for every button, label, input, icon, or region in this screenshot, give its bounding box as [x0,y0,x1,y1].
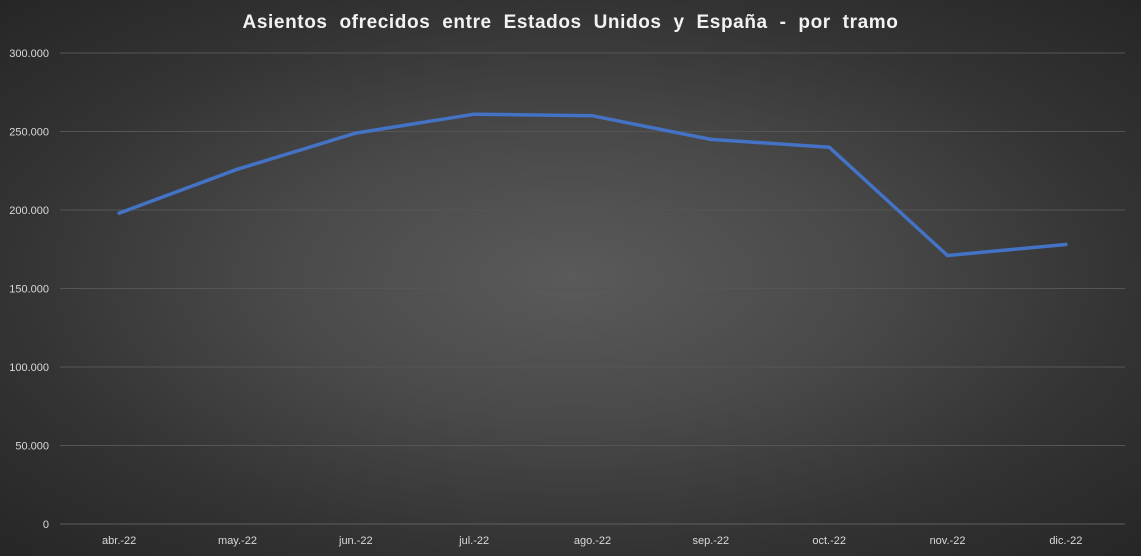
data-point [117,211,121,215]
x-tick-label: may.-22 [218,535,257,547]
x-tick-label: abr.-22 [102,535,136,547]
x-tick-label: ago.-22 [574,535,611,547]
y-tick-label: 150.000 [9,284,49,296]
data-point [1064,242,1068,247]
x-tick-label: dic.-22 [1049,535,1082,547]
x-tick-label: nov.-22 [930,535,966,547]
y-tick-label: 300.000 [9,48,49,60]
y-tick-label: 50.000 [15,441,49,453]
y-tick-label: 250.000 [9,127,49,139]
data-point [235,167,240,171]
data-point [590,114,595,118]
data-point [709,137,713,142]
x-tick-label: oct.-22 [812,535,846,547]
y-tick-label: 100.000 [9,362,49,374]
data-point [472,112,476,116]
x-tick-label: sep.-22 [692,535,729,547]
y-tick-label: 0 [43,519,49,531]
x-tick-label: jun.-22 [338,535,373,547]
data-point [354,131,358,135]
data-point [945,253,950,258]
data-point [827,145,831,149]
y-tick-label: 200.000 [9,205,49,217]
x-tick-label: jul.-22 [458,535,489,547]
series-line [117,112,1068,258]
chart-title: Asientos ofrecidos entre Estados Unidos … [242,12,899,33]
